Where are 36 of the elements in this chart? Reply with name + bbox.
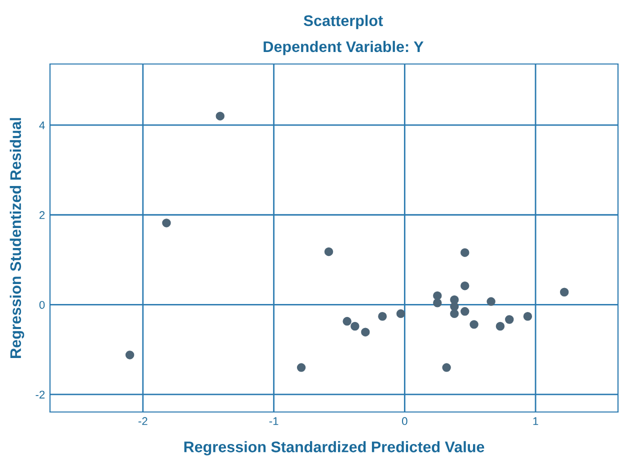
point — [162, 218, 171, 228]
x-tick-label: -1 — [269, 417, 278, 425]
point — [296, 363, 306, 372]
x-tick-label: -2 — [138, 417, 148, 425]
x-tick-label: 1 — [533, 417, 538, 425]
point — [350, 322, 360, 331]
point — [460, 281, 470, 290]
point — [486, 297, 496, 306]
point — [523, 312, 532, 321]
point — [361, 328, 370, 336]
x-tick-label: 0 — [402, 417, 408, 426]
point — [216, 112, 225, 120]
point — [324, 247, 334, 256]
point — [470, 320, 478, 329]
y-tick-label: -2 — [36, 390, 45, 399]
y-axis-title: Regression Studentized Residual — [10, 118, 24, 358]
point — [450, 302, 459, 311]
x-axis-title: Regression Standardized Predicted Value — [184, 441, 484, 456]
point — [433, 291, 442, 300]
point — [433, 298, 442, 308]
chart-subtitle: Dependent Variable: Y — [264, 40, 424, 56]
point — [378, 312, 387, 321]
y-tick-label: 0 — [39, 300, 45, 309]
point — [450, 309, 459, 318]
point — [560, 288, 569, 296]
point — [505, 315, 514, 324]
chart-title: Scatterplot — [304, 14, 383, 30]
y-tick-label: 2 — [40, 211, 45, 219]
point — [396, 309, 406, 318]
point — [496, 322, 505, 331]
y-tick-label: 4 — [39, 121, 45, 130]
point — [442, 363, 451, 372]
point — [460, 248, 470, 257]
point — [460, 307, 470, 316]
point — [125, 350, 134, 360]
point — [342, 316, 352, 326]
